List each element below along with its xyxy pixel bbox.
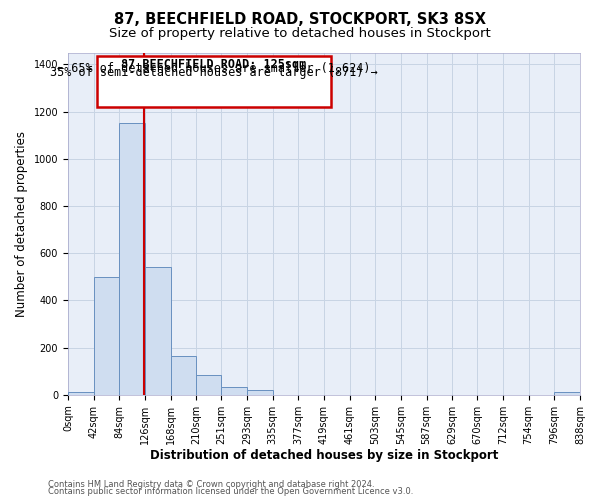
- Bar: [145, 268, 170, 395]
- Bar: [247, 390, 272, 395]
- Bar: [221, 386, 247, 395]
- Text: ← 65% of detached houses are smaller (1,624): ← 65% of detached houses are smaller (1,…: [57, 62, 371, 76]
- Y-axis label: Number of detached properties: Number of detached properties: [15, 130, 28, 316]
- Text: Contains public sector information licensed under the Open Government Licence v3: Contains public sector information licen…: [48, 487, 413, 496]
- FancyBboxPatch shape: [97, 56, 331, 107]
- Bar: [196, 375, 221, 395]
- Bar: [68, 392, 94, 395]
- Text: 87, BEECHFIELD ROAD, STOCKPORT, SK3 8SX: 87, BEECHFIELD ROAD, STOCKPORT, SK3 8SX: [114, 12, 486, 28]
- Bar: [94, 277, 119, 395]
- Bar: [554, 392, 580, 395]
- Bar: [170, 356, 196, 395]
- Text: 35% of semi-detached houses are larger (871) →: 35% of semi-detached houses are larger (…: [50, 66, 378, 80]
- Text: 87 BEECHFIELD ROAD: 125sqm: 87 BEECHFIELD ROAD: 125sqm: [121, 58, 307, 71]
- X-axis label: Distribution of detached houses by size in Stockport: Distribution of detached houses by size …: [150, 450, 498, 462]
- Text: Size of property relative to detached houses in Stockport: Size of property relative to detached ho…: [109, 28, 491, 40]
- Bar: [119, 124, 145, 395]
- Text: Contains HM Land Registry data © Crown copyright and database right 2024.: Contains HM Land Registry data © Crown c…: [48, 480, 374, 489]
